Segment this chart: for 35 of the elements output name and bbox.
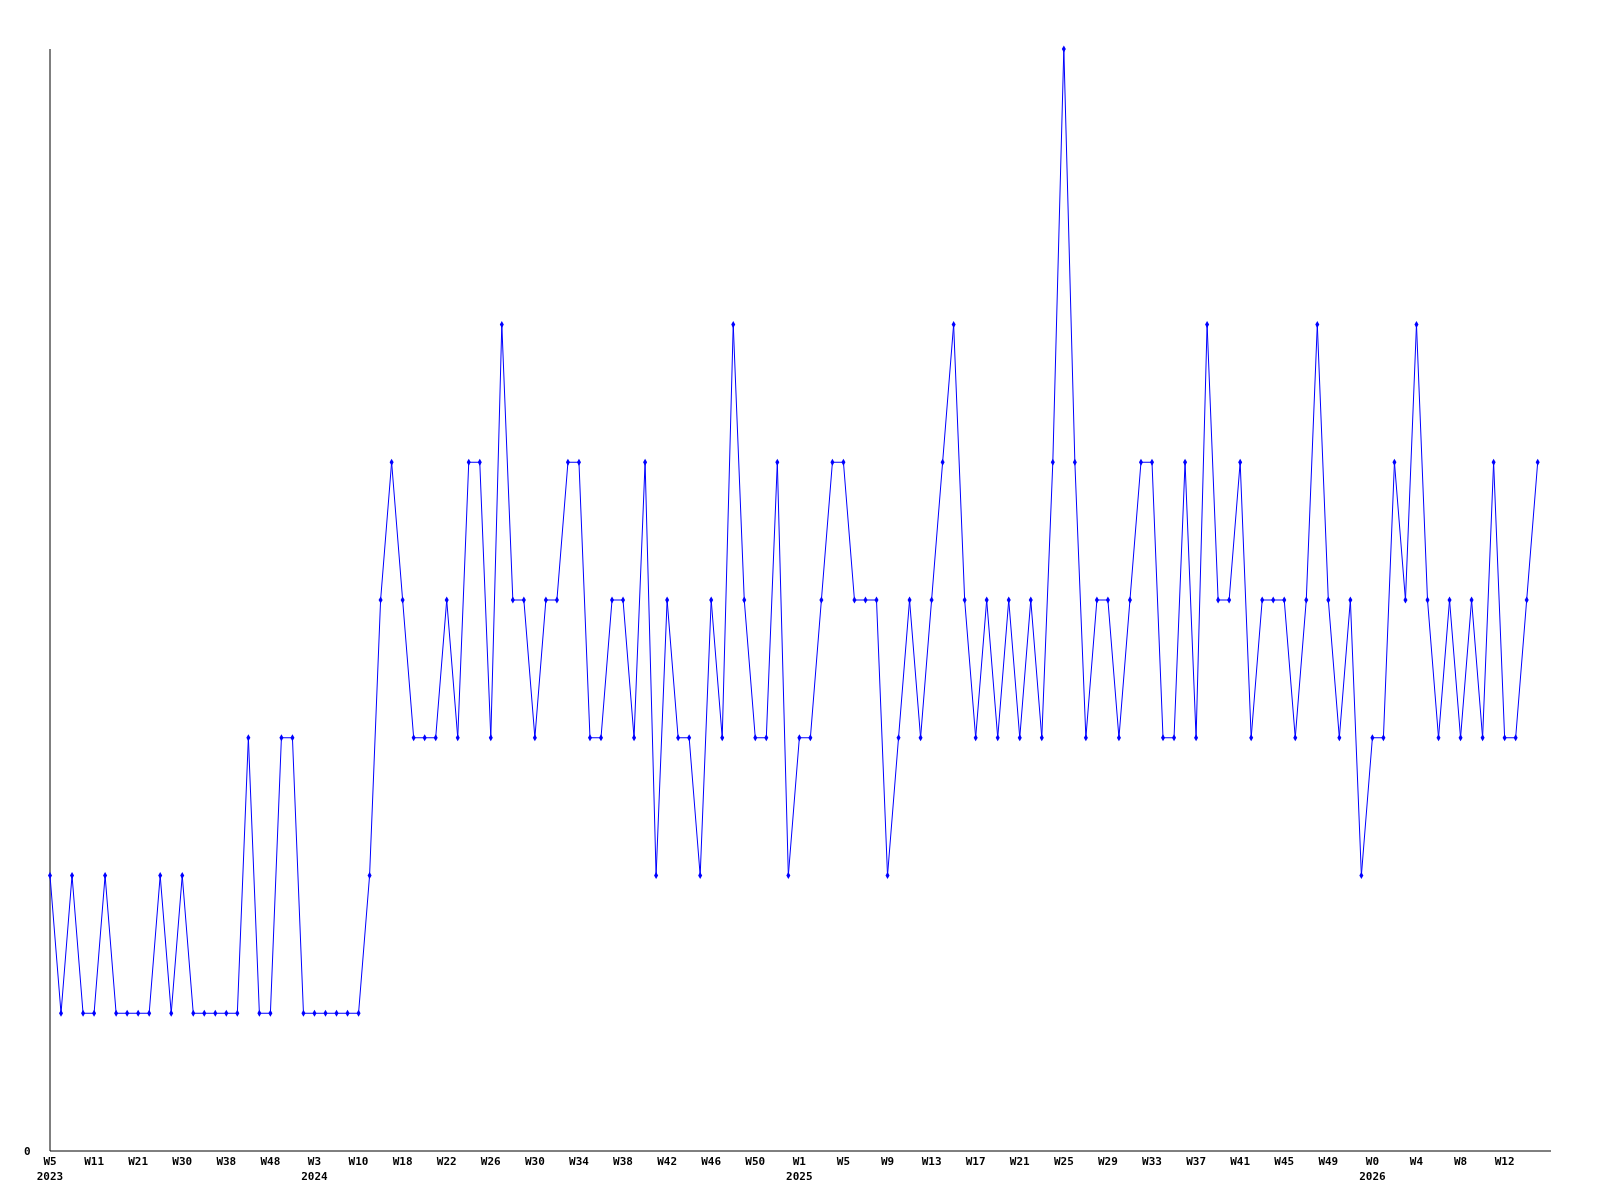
- x-tick-label: W22: [436, 1155, 457, 1168]
- x-tick-label: W4: [1409, 1155, 1424, 1168]
- x-tick-label: W18: [392, 1155, 413, 1168]
- x-tick-label: W37: [1186, 1155, 1207, 1168]
- x-tick-label: W41: [1230, 1155, 1251, 1168]
- x-tick-label: W17: [965, 1155, 986, 1168]
- x-tick-label: W30: [524, 1155, 545, 1168]
- x-tick-label: W11: [84, 1155, 105, 1168]
- x-tick-label: W46: [701, 1155, 722, 1168]
- x-tick-label: W8: [1453, 1155, 1468, 1168]
- x-tick-label: W34: [569, 1155, 590, 1168]
- x-tick-label: W38: [216, 1155, 237, 1168]
- x-tick-label: W49: [1318, 1155, 1339, 1168]
- x-tick-label: W50: [745, 1155, 766, 1168]
- text: 0: [24, 1145, 31, 1158]
- x-tick-label: W21: [128, 1155, 149, 1168]
- x-tick-label: W5 2023: [36, 1155, 64, 1183]
- x-tick-label: W38: [613, 1155, 633, 1168]
- x-tick-label: W0 2026: [1359, 1155, 1387, 1183]
- x-tick-label: W9: [880, 1155, 895, 1168]
- x-tick-label: W13: [921, 1155, 942, 1168]
- x-tick-label: W29: [1097, 1155, 1118, 1168]
- x-tick-label: W45: [1274, 1155, 1295, 1168]
- x-tick-label: W33: [1142, 1155, 1162, 1168]
- x-tick-label: W26: [480, 1155, 502, 1168]
- x-tick-label: W5: [836, 1155, 851, 1168]
- x-tick-label: W1 2025: [786, 1155, 813, 1183]
- x-tick-label: W3 2024: [301, 1155, 329, 1183]
- x-tick-label: W42: [657, 1155, 678, 1168]
- x-tick-label: W48: [260, 1155, 281, 1168]
- x-tick-label: W25: [1053, 1155, 1074, 1168]
- x-tick-label: W12: [1494, 1155, 1515, 1168]
- x-tick-label: W10: [348, 1155, 369, 1168]
- x-tick-label: W21: [1009, 1155, 1031, 1168]
- x-tick-label: W30: [172, 1155, 193, 1168]
